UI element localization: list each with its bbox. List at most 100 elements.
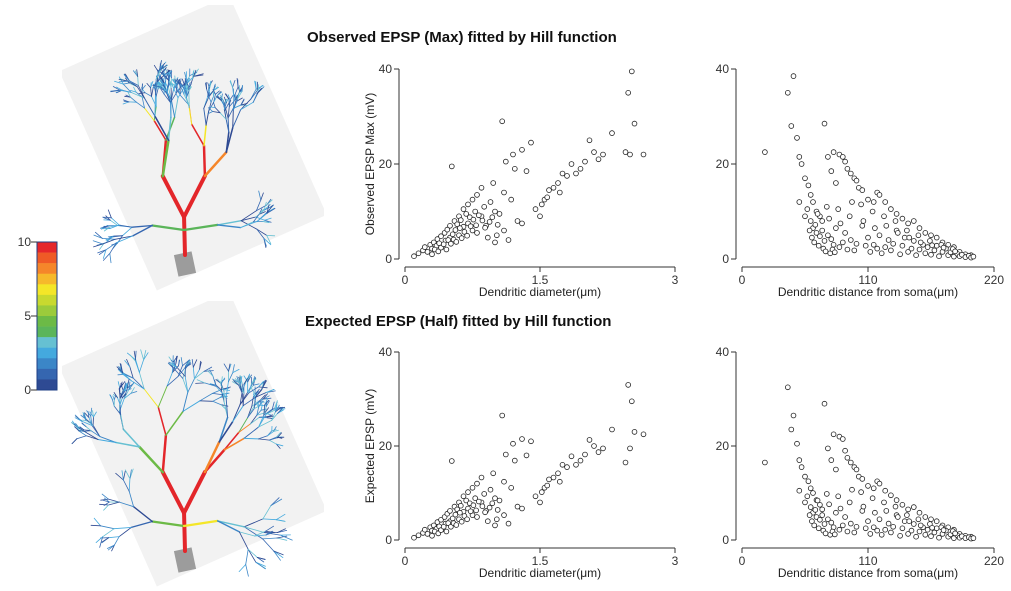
data-point — [797, 488, 802, 493]
data-point — [879, 532, 884, 537]
data-point — [557, 479, 562, 484]
data-point — [797, 458, 802, 463]
data-point — [827, 502, 832, 507]
data-point — [458, 510, 463, 515]
data-point — [569, 454, 574, 459]
data-point — [560, 171, 565, 176]
data-point — [934, 526, 939, 531]
data-point — [488, 487, 493, 492]
data-point — [459, 236, 464, 241]
data-point — [805, 207, 810, 212]
dendrite-segment — [103, 529, 115, 537]
data-point — [520, 437, 525, 442]
data-point — [834, 467, 839, 472]
data-point — [806, 183, 811, 188]
data-point — [829, 237, 834, 242]
data-point — [882, 214, 887, 219]
data-point — [808, 219, 813, 224]
data-point — [898, 252, 903, 257]
dendrite-segment — [102, 538, 109, 543]
data-point — [807, 513, 812, 518]
data-point — [820, 228, 825, 233]
data-point — [870, 496, 875, 501]
data-point — [813, 508, 818, 513]
data-point — [476, 213, 481, 218]
data-point — [834, 226, 839, 231]
color-scale-cell — [37, 348, 57, 359]
data-point — [495, 222, 500, 227]
data-point — [497, 212, 502, 217]
dendrite-segment — [94, 518, 100, 526]
data-point — [485, 235, 490, 240]
dendrite-segment — [242, 85, 243, 91]
data-point — [971, 254, 976, 259]
data-point — [520, 147, 525, 152]
color-scale-label-0: 0 — [24, 383, 31, 396]
data-point — [629, 69, 634, 74]
data-point — [886, 238, 891, 243]
data-point — [884, 509, 889, 514]
dendrite-segment — [204, 146, 205, 176]
data-point — [483, 510, 488, 515]
data-point — [763, 460, 768, 465]
color-scale-cell — [37, 358, 57, 369]
dendrite-segment — [114, 537, 119, 546]
dendrite-segment — [93, 241, 103, 244]
data-point — [565, 465, 570, 470]
data-point — [953, 249, 958, 254]
y-tick-label: 0 — [385, 533, 392, 547]
data-point — [448, 509, 453, 514]
data-point — [907, 519, 912, 524]
data-point — [852, 248, 857, 253]
data-point — [868, 250, 873, 255]
data-point — [845, 247, 850, 252]
data-point — [831, 432, 836, 437]
dendrite-segment — [108, 210, 111, 218]
data-point — [826, 155, 831, 160]
data-point — [883, 200, 888, 205]
data-point — [797, 200, 802, 205]
x-tick-label: 220 — [984, 554, 1004, 568]
data-point — [475, 231, 480, 236]
neuron-morphology-observed — [62, 5, 324, 297]
data-point — [866, 197, 871, 202]
dendrite-segment — [246, 565, 249, 577]
data-point — [509, 197, 514, 202]
data-point — [812, 523, 817, 528]
y-axis-label: Observed EPSP Max (mV) — [363, 93, 377, 236]
data-point — [836, 207, 841, 212]
data-point — [894, 498, 899, 503]
data-point — [813, 222, 818, 227]
data-point — [854, 178, 859, 183]
data-point — [826, 446, 831, 451]
data-point — [473, 209, 478, 214]
data-point — [820, 513, 825, 518]
data-point — [905, 228, 910, 233]
data-point — [623, 460, 628, 465]
data-point — [592, 444, 597, 449]
data-point — [490, 501, 495, 506]
data-point — [893, 219, 898, 224]
data-point — [479, 185, 484, 190]
data-point — [763, 150, 768, 155]
data-point — [556, 181, 561, 186]
data-point — [497, 498, 502, 503]
dendrite-segment — [196, 383, 205, 384]
data-point — [811, 200, 816, 205]
data-point — [837, 527, 842, 532]
data-point — [889, 493, 894, 498]
data-point — [808, 193, 813, 198]
data-point — [911, 505, 916, 510]
y-tick-label: 20 — [716, 439, 730, 453]
y-tick-label: 40 — [379, 345, 393, 359]
data-point — [511, 441, 516, 446]
data-point — [538, 214, 543, 219]
dendrite-segment — [246, 549, 249, 564]
data-point — [502, 513, 507, 518]
color-scale-cell — [37, 295, 57, 306]
data-point — [818, 517, 823, 522]
dendrite-segment — [110, 253, 111, 262]
data-point — [918, 240, 923, 245]
color-scale: 10 5 0 — [0, 234, 64, 396]
dendrite-segment — [109, 502, 120, 505]
